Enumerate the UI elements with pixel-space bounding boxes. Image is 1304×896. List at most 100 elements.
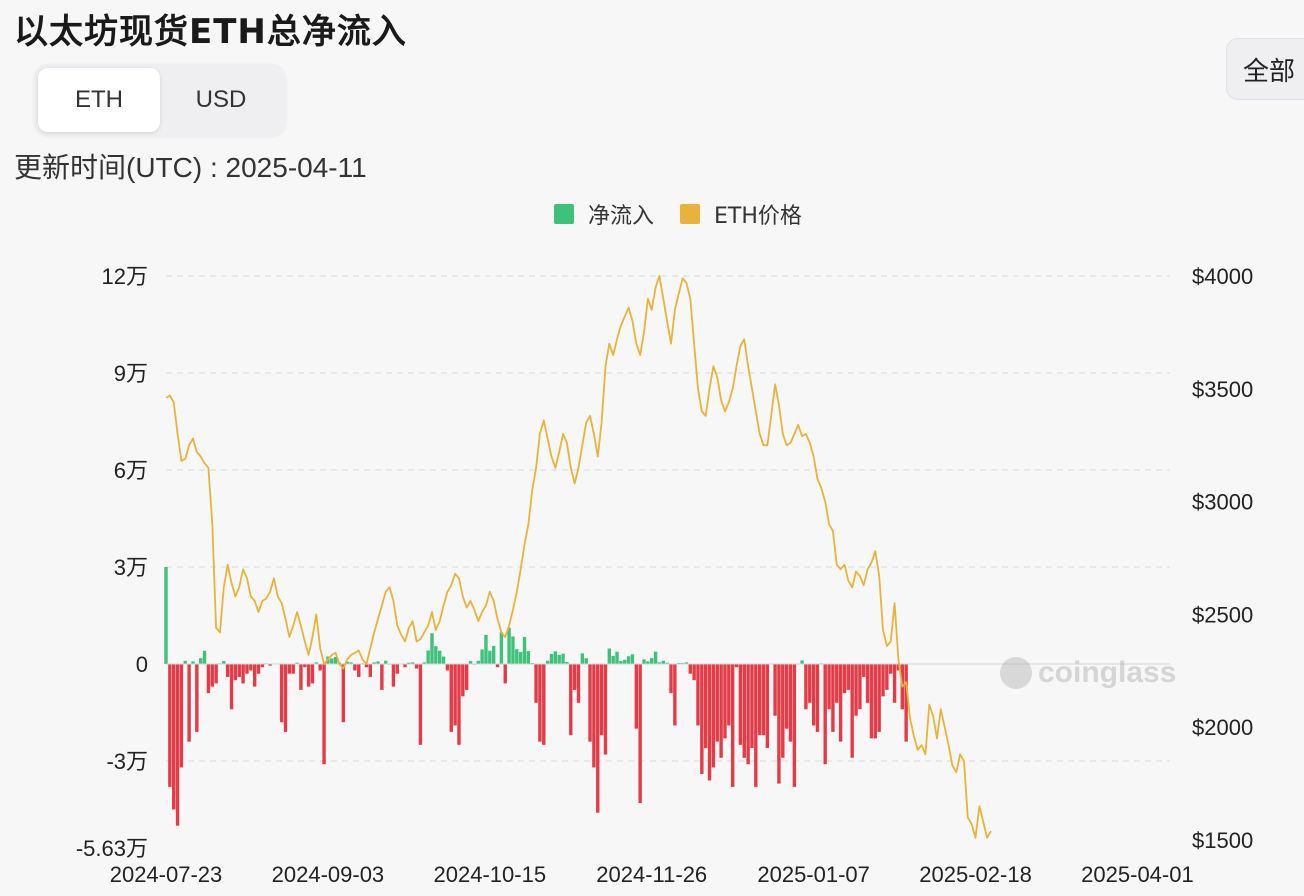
inflow-bar — [761, 664, 766, 736]
y-right-tick-label: $1500 — [1192, 828, 1253, 853]
inflow-bar — [511, 636, 515, 664]
inflow-bar — [283, 664, 288, 732]
inflow-bar — [256, 664, 261, 674]
watermark-logo-icon — [1000, 657, 1032, 689]
inflow-bar — [549, 653, 554, 664]
inflow-bar — [599, 664, 604, 736]
y-right-tick-label: $3000 — [1192, 490, 1253, 515]
inflow-bar — [515, 649, 519, 664]
inflow-bar — [692, 664, 696, 681]
inflow-bar — [172, 664, 176, 810]
inflow-bar — [603, 664, 608, 755]
inflow-bar — [700, 664, 704, 774]
inflow-bar — [808, 664, 812, 703]
inflow-bar — [214, 664, 218, 684]
inflow-bar — [611, 655, 615, 664]
inflow-bar — [291, 664, 295, 674]
inflow-bar — [233, 664, 238, 681]
inflow-bar — [318, 664, 322, 671]
price-line — [165, 275, 992, 839]
inflow-bar — [411, 662, 415, 664]
y-right-tick-label: $2000 — [1192, 715, 1253, 740]
inflow-bar — [576, 664, 581, 703]
inflow-bar — [754, 664, 758, 787]
inflow-bar — [896, 664, 901, 671]
inflow-bar — [653, 651, 658, 664]
y-left-tick-label: 6万 — [114, 458, 148, 483]
inflow-bar — [665, 662, 669, 664]
inflow-bar — [445, 664, 450, 671]
y-left-tick-label: 12万 — [102, 264, 148, 289]
inflow-bar — [507, 627, 511, 664]
inflow-bar — [179, 664, 184, 768]
inflow-bar — [773, 664, 777, 716]
inflow-bar — [353, 664, 357, 671]
inflow-bar — [746, 664, 750, 765]
y-left-tick-label: 0 — [136, 652, 148, 677]
inflow-bar — [630, 654, 635, 664]
inflow-bar — [765, 664, 770, 749]
inflow-bar — [407, 662, 411, 664]
inflow-bar — [584, 658, 588, 664]
inflow-bar — [561, 653, 565, 664]
inflow-bar — [395, 664, 399, 674]
inflow-bar — [245, 664, 249, 674]
inflow-bar — [642, 659, 646, 664]
inflow-bar — [638, 664, 642, 804]
inflow-bar — [619, 661, 623, 664]
inflow-bar — [438, 650, 442, 664]
inflow-bar — [349, 662, 353, 664]
inflow-bar — [503, 664, 507, 684]
time-range-button[interactable]: 全部 — [1226, 38, 1304, 100]
inflow-bar — [414, 664, 419, 669]
inflow-bar — [225, 664, 230, 677]
inflow-bar — [380, 664, 384, 690]
inflow-bar — [484, 634, 488, 664]
inflow-bar — [426, 650, 430, 664]
inflow-bar — [499, 632, 504, 664]
inflow-bar — [252, 664, 257, 687]
unit-toggle: ETH USD — [34, 64, 286, 136]
inflow-bar — [557, 654, 561, 664]
inflow-bar — [195, 664, 199, 732]
inflow-bar — [198, 658, 203, 664]
inflow-bar — [646, 661, 650, 664]
unit-usd-button[interactable]: USD — [195, 86, 247, 113]
y-right-tick-label: $2500 — [1192, 602, 1253, 627]
inflow-bar — [364, 664, 369, 668]
inflow-bar — [715, 664, 719, 742]
legend-item-price[interactable]: ETH价格 — [680, 198, 802, 230]
inflow-bar — [650, 658, 654, 664]
inflow-bar — [345, 661, 349, 664]
inflow-bar — [384, 660, 388, 664]
inflow-bar — [788, 664, 793, 742]
inflow-bar — [330, 658, 334, 664]
inflow-bar — [303, 664, 307, 668]
inflow-bar — [333, 656, 338, 664]
inflow-bar — [804, 664, 808, 710]
inflow-bar — [279, 664, 284, 723]
inflow-bar — [522, 636, 527, 664]
inflow-bar — [314, 662, 319, 664]
inflow-bar — [357, 664, 361, 677]
x-tick-label: 2024-11-26 — [596, 862, 707, 887]
inflow-bar — [422, 662, 426, 664]
inflow-bar — [545, 660, 550, 664]
unit-eth-button[interactable]: ETH — [38, 68, 160, 132]
x-tick-label: 2024-07-23 — [110, 862, 223, 887]
inflow-bar — [723, 664, 727, 739]
inflow-bar — [322, 664, 326, 765]
inflow-bar — [175, 664, 180, 826]
inflow-bar — [187, 664, 191, 742]
inflow-bar — [862, 664, 866, 677]
inflow-bar — [488, 650, 492, 664]
inflow-bar — [661, 660, 665, 664]
inflow-bar — [823, 664, 827, 765]
inflow-bar — [815, 664, 820, 732]
legend-swatch-inflow — [554, 204, 574, 224]
inflow-bar — [811, 664, 816, 726]
inflow-bar — [403, 664, 407, 668]
legend-item-inflow[interactable]: 净流入 — [554, 198, 654, 230]
inflow-bar — [310, 664, 315, 684]
